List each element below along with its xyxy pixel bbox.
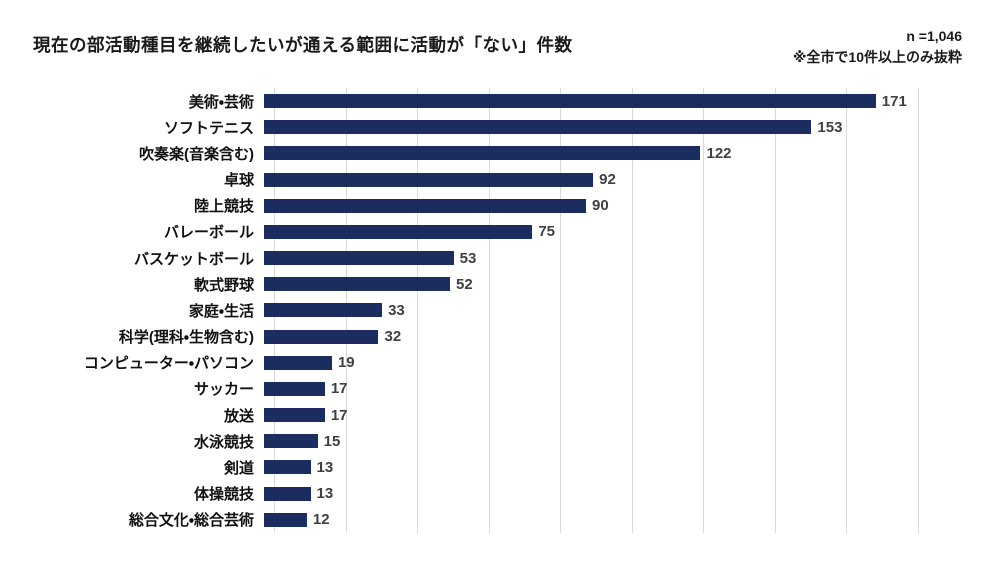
bar: [264, 94, 876, 109]
value-label: 12: [312, 511, 330, 529]
category-label: バレーボール: [163, 224, 254, 242]
bar-area: 13: [264, 481, 1000, 507]
bar-row: 水泳競技 15: [0, 428, 1000, 454]
gridline: [918, 88, 919, 533]
bar-area: 13: [264, 454, 1000, 480]
bar: [264, 512, 307, 527]
bar: [264, 198, 586, 213]
value-label: 33: [388, 301, 405, 319]
category-label: 軟式野球: [193, 276, 254, 294]
bar-area: 33: [264, 297, 1000, 323]
bar-row: バスケットボール 53: [0, 245, 1000, 271]
value-label: 17: [330, 380, 348, 398]
category-label: 吹奏楽(音楽含む): [139, 145, 254, 163]
bar-area: 19: [264, 350, 1000, 376]
bar: [264, 486, 311, 501]
value-label: 75: [538, 223, 556, 241]
value-label: 19: [337, 354, 355, 372]
value-label: 17: [330, 406, 348, 424]
category-label: 卓球: [223, 172, 254, 190]
gridline: [631, 88, 633, 533]
bar: [264, 434, 318, 449]
bar-area: 52: [264, 271, 1000, 297]
chart-title: 現在の部活動種目を継続したいが通える範囲に活動が「ない」件数: [33, 35, 573, 55]
category-label: 放送: [223, 407, 254, 425]
category-label: コンピューター・パソコン: [83, 355, 254, 373]
value-label: 122: [706, 144, 732, 162]
bar-row: 家庭・生活 33: [0, 297, 1000, 323]
bar-area: 171: [264, 88, 1000, 114]
value-label: 13: [316, 458, 334, 476]
category-label: サッカー: [193, 381, 254, 399]
bar-area: 12: [264, 507, 1000, 533]
bar: [264, 172, 594, 187]
gridline: [417, 88, 419, 533]
category-label: 水泳競技: [193, 433, 254, 451]
category-label: 総合文化・総合芸術: [128, 512, 254, 530]
gridline: [774, 88, 776, 533]
value-label: 153: [817, 118, 843, 136]
value-label: 32: [384, 328, 402, 346]
bar-area: 17: [264, 376, 1000, 402]
category-label: 陸上競技: [193, 198, 254, 216]
bar-row: 吹奏楽(音楽含む) 122: [0, 140, 1000, 166]
value-label: 92: [599, 171, 616, 189]
category-label: 科学(理科・生物含む): [118, 329, 254, 347]
bar-row: ソフトテニス 153: [0, 114, 1000, 140]
bar-row: 総合文化・総合芸術 12: [0, 507, 1000, 533]
bar-row: 体操競技 13: [0, 481, 1000, 507]
bar: [264, 408, 325, 423]
bar-row: 軟式野球 52: [0, 271, 1000, 297]
bar-area: 153: [264, 114, 1000, 140]
category-label: 体操競技: [193, 486, 254, 504]
bar-area: 92: [264, 167, 1000, 193]
bar-area: 53: [264, 245, 1000, 271]
gridline: [488, 88, 490, 533]
bar: [264, 355, 332, 370]
gridline: [846, 88, 848, 533]
gridline: [703, 88, 705, 533]
bar-row: サッカー 17: [0, 376, 1000, 402]
value-label: 171: [881, 92, 907, 110]
value-label: 90: [592, 197, 609, 215]
bar: [264, 329, 379, 344]
bar-row: 剣道 13: [0, 454, 1000, 480]
bar-row: 卓球 92: [0, 167, 1000, 193]
bar-area: 17: [264, 402, 1000, 428]
bar-row: 陸上競技 90: [0, 193, 1000, 219]
bar: [264, 303, 383, 318]
bar-row: バレーボール 75: [0, 219, 1000, 245]
bar-area: 90: [264, 193, 1000, 219]
bar-area: 32: [264, 324, 1000, 350]
bar: [264, 381, 325, 396]
bar-area: 122: [264, 140, 1000, 166]
category-label: 美術・芸術: [188, 93, 254, 111]
bar: [264, 224, 533, 239]
bar: [264, 277, 451, 292]
value-label: 52: [456, 275, 473, 293]
category-label: 家庭・生活: [188, 302, 254, 320]
category-label: 剣道: [223, 459, 254, 477]
category-label: バスケットボール: [133, 250, 254, 268]
bar-area: 15: [264, 428, 1000, 454]
bar: [264, 460, 311, 475]
bar-rows: 美術・芸術 171 ソフトテニス 153 吹奏楽(音楽含む) 122 卓球 92 陸上競技 90 バ…: [0, 88, 1000, 533]
value-label: 13: [316, 485, 334, 503]
gridline: [560, 88, 562, 533]
bar-row: 美術・芸術 171: [0, 88, 1000, 114]
value-label: 53: [459, 249, 477, 267]
category-label: ソフトテニス: [163, 119, 254, 137]
extraction-note: ※全市で10件以上のみ抜粋: [792, 49, 962, 65]
bar: [264, 251, 454, 266]
bar: [264, 120, 812, 135]
bar-row: 科学(理科・生物含む) 32: [0, 324, 1000, 350]
sample-size-label: n =1,046: [906, 28, 962, 44]
value-label: 15: [323, 432, 341, 450]
bar-area: 75: [264, 219, 1000, 245]
bar-row: 放送 17: [0, 402, 1000, 428]
annotation-block: n =1,046 ※全市で10件以上のみ抜粋: [793, 26, 962, 68]
bar: [264, 146, 701, 161]
bar-row: コンピューター・パソコン 19: [0, 350, 1000, 376]
